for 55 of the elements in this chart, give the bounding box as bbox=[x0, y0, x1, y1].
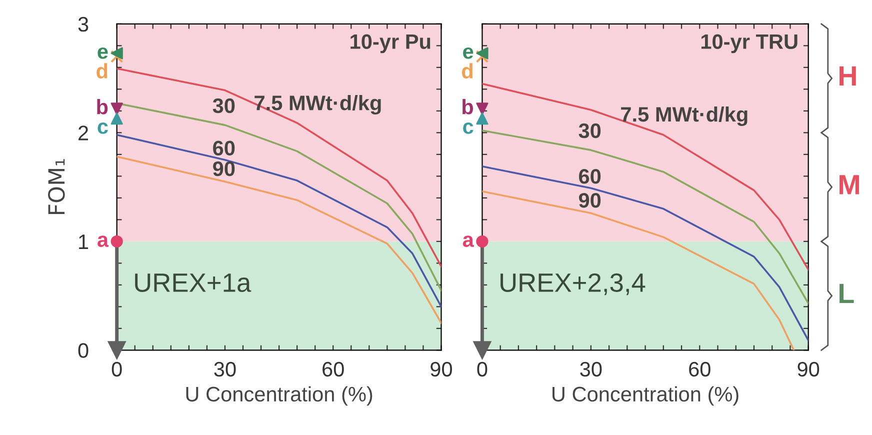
point bbox=[110, 102, 123, 115]
y-tick-label: 0 bbox=[78, 343, 88, 358]
x-tick-label: 0 bbox=[112, 362, 122, 377]
series-label: b bbox=[97, 99, 108, 114]
series-label: a bbox=[98, 236, 109, 248]
text: H bbox=[840, 66, 856, 86]
x-tick-label: 30 bbox=[214, 362, 236, 377]
series-label: d bbox=[462, 63, 473, 78]
series-label: 7.5 MWt·d/kg bbox=[621, 106, 748, 126]
x-tick-label: 60 bbox=[689, 362, 710, 377]
x-tick-label: 0 bbox=[477, 362, 488, 377]
series-label: c bbox=[463, 122, 474, 134]
y-tick-label: 3 bbox=[78, 16, 88, 32]
text: L bbox=[840, 284, 854, 303]
x-tick-label: 30 bbox=[580, 362, 602, 377]
series-label: 60 bbox=[579, 169, 601, 184]
point bbox=[476, 235, 488, 248]
annotation: UREX+1a bbox=[135, 274, 252, 292]
x-tick-label: 90 bbox=[430, 362, 452, 377]
point bbox=[476, 47, 488, 60]
point bbox=[473, 341, 492, 360]
series-label: 30 bbox=[578, 123, 601, 138]
line-series bbox=[116, 134, 442, 308]
x-tick-label: 60 bbox=[322, 362, 344, 377]
point bbox=[110, 235, 123, 248]
y-tick-label: 1 bbox=[79, 234, 88, 249]
point bbox=[476, 102, 488, 115]
x-tick-label: 90 bbox=[798, 362, 820, 377]
y-axis-title: FOM₁ bbox=[48, 159, 65, 214]
x-axis-title: U Concentration (%) bbox=[186, 386, 372, 406]
series-label: 30 bbox=[212, 98, 235, 114]
chart-title: 10-yr Pu bbox=[350, 34, 430, 54]
point bbox=[476, 112, 488, 125]
point bbox=[108, 341, 126, 360]
point bbox=[110, 112, 123, 125]
x-axis-title: U Concentration (%) bbox=[552, 386, 738, 406]
point bbox=[110, 50, 124, 63]
series-label: e bbox=[98, 47, 108, 59]
series-label: d bbox=[96, 63, 108, 78]
series-label: a bbox=[462, 236, 474, 248]
y-tick-label: 2 bbox=[78, 126, 88, 140]
text: M bbox=[840, 175, 859, 194]
series-label: 60 bbox=[213, 140, 235, 156]
series-label: e bbox=[463, 47, 474, 59]
point bbox=[476, 50, 489, 63]
series-label: 90 bbox=[213, 161, 235, 176]
point bbox=[110, 47, 123, 60]
chart-title: 10-yr TRU bbox=[701, 34, 798, 54]
line-series bbox=[116, 68, 442, 268]
series-label: 90 bbox=[578, 192, 601, 208]
series-label: c bbox=[98, 122, 108, 134]
series-label: 7.5 MWt·d/kg bbox=[254, 95, 381, 115]
series-label: b bbox=[462, 99, 474, 114]
line-series bbox=[116, 156, 442, 324]
annotation: UREX+2,3,4 bbox=[500, 273, 646, 296]
